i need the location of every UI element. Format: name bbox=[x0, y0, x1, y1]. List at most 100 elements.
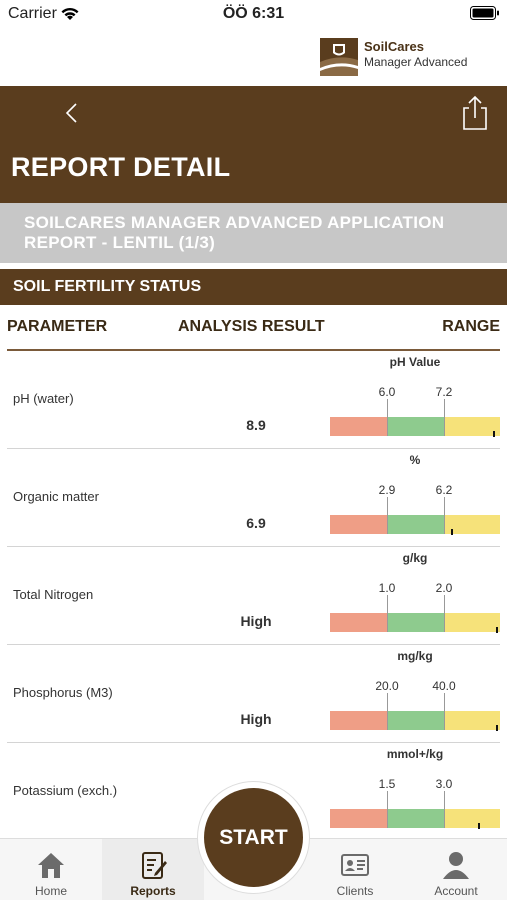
tab-bar: Home Reports Clients Account bbox=[0, 838, 507, 900]
range-segment-high bbox=[444, 711, 500, 730]
range-segment-high bbox=[444, 417, 500, 436]
range-bar bbox=[330, 613, 500, 632]
range-low-label: 2.9 bbox=[378, 483, 396, 497]
tab-account[interactable]: Account bbox=[405, 839, 507, 900]
section-title: SOIL FERTILITY STATUS bbox=[13, 278, 202, 295]
start-button[interactable]: START bbox=[204, 788, 303, 887]
clients-icon bbox=[339, 849, 371, 881]
range-tick-high bbox=[444, 497, 445, 534]
range-segment-high bbox=[444, 809, 500, 828]
range-segment-low bbox=[330, 711, 387, 730]
range-segment-low bbox=[330, 613, 387, 632]
tab-reports[interactable]: Reports bbox=[102, 839, 204, 900]
range-tick-low bbox=[387, 693, 388, 730]
result-marker bbox=[450, 529, 453, 535]
share-icon[interactable] bbox=[460, 94, 490, 132]
tab-label: Home bbox=[34, 884, 67, 898]
range-bar bbox=[330, 809, 500, 828]
range-low-label: 1.5 bbox=[378, 777, 396, 791]
tab-label: Clients bbox=[336, 884, 374, 898]
parameter-unit: pH Value bbox=[389, 355, 441, 369]
wifi-icon bbox=[60, 6, 80, 27]
range-segment-optimal bbox=[387, 515, 444, 534]
range-segment-low bbox=[330, 809, 387, 828]
parameter-value: 8.9 bbox=[246, 417, 266, 433]
range-low-label: 6.0 bbox=[378, 385, 396, 399]
range-segment-high bbox=[444, 515, 500, 534]
result-marker bbox=[496, 725, 499, 731]
soilcares-logo-icon bbox=[320, 38, 358, 81]
range-segment-optimal bbox=[387, 809, 444, 828]
range-tick-low bbox=[387, 497, 388, 534]
range-low-label: 20.0 bbox=[375, 679, 399, 693]
range-segment-low bbox=[330, 515, 387, 534]
range-high-label: 6.2 bbox=[435, 483, 453, 497]
row-divider bbox=[7, 546, 500, 547]
row-divider bbox=[7, 644, 500, 645]
table-row: mmol+/kg Potassium (exch.) 1.5 3.0 bbox=[0, 743, 507, 841]
section-header: SOIL FERTILITY STATUS bbox=[0, 269, 507, 305]
table-header: PARAMETER ANALYSIS RESULT RANGE bbox=[0, 305, 507, 351]
parameter-unit: % bbox=[409, 453, 421, 467]
start-button-label: START bbox=[219, 826, 288, 849]
range-segment-high bbox=[444, 613, 500, 632]
page-header: REPORT DETAIL bbox=[0, 86, 507, 203]
row-divider bbox=[7, 448, 500, 449]
parameter-unit: g/kg bbox=[402, 551, 428, 565]
parameter-name: Phosphorus (M3) bbox=[13, 685, 113, 700]
chevron-left-icon[interactable] bbox=[58, 98, 88, 128]
status-bar: Carrier ÖÖ 6:31 bbox=[0, 0, 507, 30]
battery-icon bbox=[470, 6, 500, 26]
range-high-label: 3.0 bbox=[435, 777, 453, 791]
tab-clients[interactable]: Clients bbox=[304, 839, 406, 900]
range-segment-optimal bbox=[387, 417, 444, 436]
table-row: % Organic matter 6.9 2.9 6.2 bbox=[0, 449, 507, 547]
range-tick-high bbox=[444, 595, 445, 632]
range-tick-low bbox=[387, 595, 388, 632]
range-tick-low bbox=[387, 791, 388, 828]
table-row: mg/kg Phosphorus (M3) High 20.0 40.0 bbox=[0, 645, 507, 743]
header-divider bbox=[7, 349, 500, 351]
parameter-value: High bbox=[240, 711, 272, 727]
parameter-value: 6.9 bbox=[246, 515, 266, 531]
tab-home[interactable]: Home bbox=[0, 839, 102, 900]
range-low-label: 1.0 bbox=[378, 581, 396, 595]
range-segment-optimal bbox=[387, 711, 444, 730]
account-icon bbox=[440, 849, 472, 881]
range-bar bbox=[330, 711, 500, 730]
table-row: g/kg Total Nitrogen High 1.0 2.0 bbox=[0, 547, 507, 645]
tab-label: Account bbox=[434, 884, 478, 898]
status-time: ÖÖ 6:31 bbox=[222, 5, 285, 22]
parameter-name: Organic matter bbox=[13, 489, 99, 504]
range-tick-high bbox=[444, 693, 445, 730]
page-title: REPORT DETAIL bbox=[11, 152, 231, 182]
range-bar bbox=[330, 417, 500, 436]
range-tick-high bbox=[444, 791, 445, 828]
column-header-parameter: PARAMETER bbox=[7, 318, 108, 335]
parameter-name: Potassium (exch.) bbox=[13, 783, 118, 798]
table-row: pH Value pH (water) 8.9 6.0 7.2 bbox=[0, 351, 507, 449]
range-tick-low bbox=[387, 399, 388, 436]
parameter-name: pH (water) bbox=[13, 391, 74, 406]
range-high-label: 2.0 bbox=[435, 581, 453, 595]
home-icon bbox=[35, 849, 67, 881]
report-banner: SOILCARES MANAGER ADVANCED APPLICATION R… bbox=[0, 203, 507, 263]
row-divider bbox=[7, 742, 500, 743]
result-marker bbox=[492, 431, 495, 437]
range-high-label: 40.0 bbox=[432, 679, 456, 693]
brand-subtitle: Manager Advanced bbox=[364, 55, 468, 69]
column-header-result: ANALYSIS RESULT bbox=[178, 318, 325, 335]
range-tick-high bbox=[444, 399, 445, 436]
tab-label: Reports bbox=[130, 884, 176, 898]
carrier-label: Carrier bbox=[8, 5, 57, 22]
parameter-name: Total Nitrogen bbox=[13, 587, 94, 602]
parameter-value: High bbox=[240, 613, 272, 629]
range-segment-low bbox=[330, 417, 387, 436]
report-title: SOILCARES MANAGER ADVANCED APPLICATION R… bbox=[24, 213, 445, 252]
result-marker bbox=[477, 823, 480, 829]
result-marker bbox=[496, 627, 499, 633]
range-high-label: 7.2 bbox=[435, 385, 453, 399]
range-segment-optimal bbox=[387, 613, 444, 632]
column-header-range: RANGE bbox=[442, 318, 500, 335]
brand-name: SoilCares bbox=[364, 39, 424, 54]
